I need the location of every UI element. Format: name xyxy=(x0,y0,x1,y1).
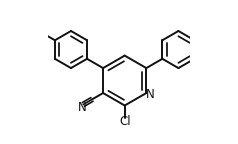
Text: N: N xyxy=(78,101,87,114)
Text: N: N xyxy=(146,88,155,101)
Text: Cl: Cl xyxy=(119,115,130,128)
